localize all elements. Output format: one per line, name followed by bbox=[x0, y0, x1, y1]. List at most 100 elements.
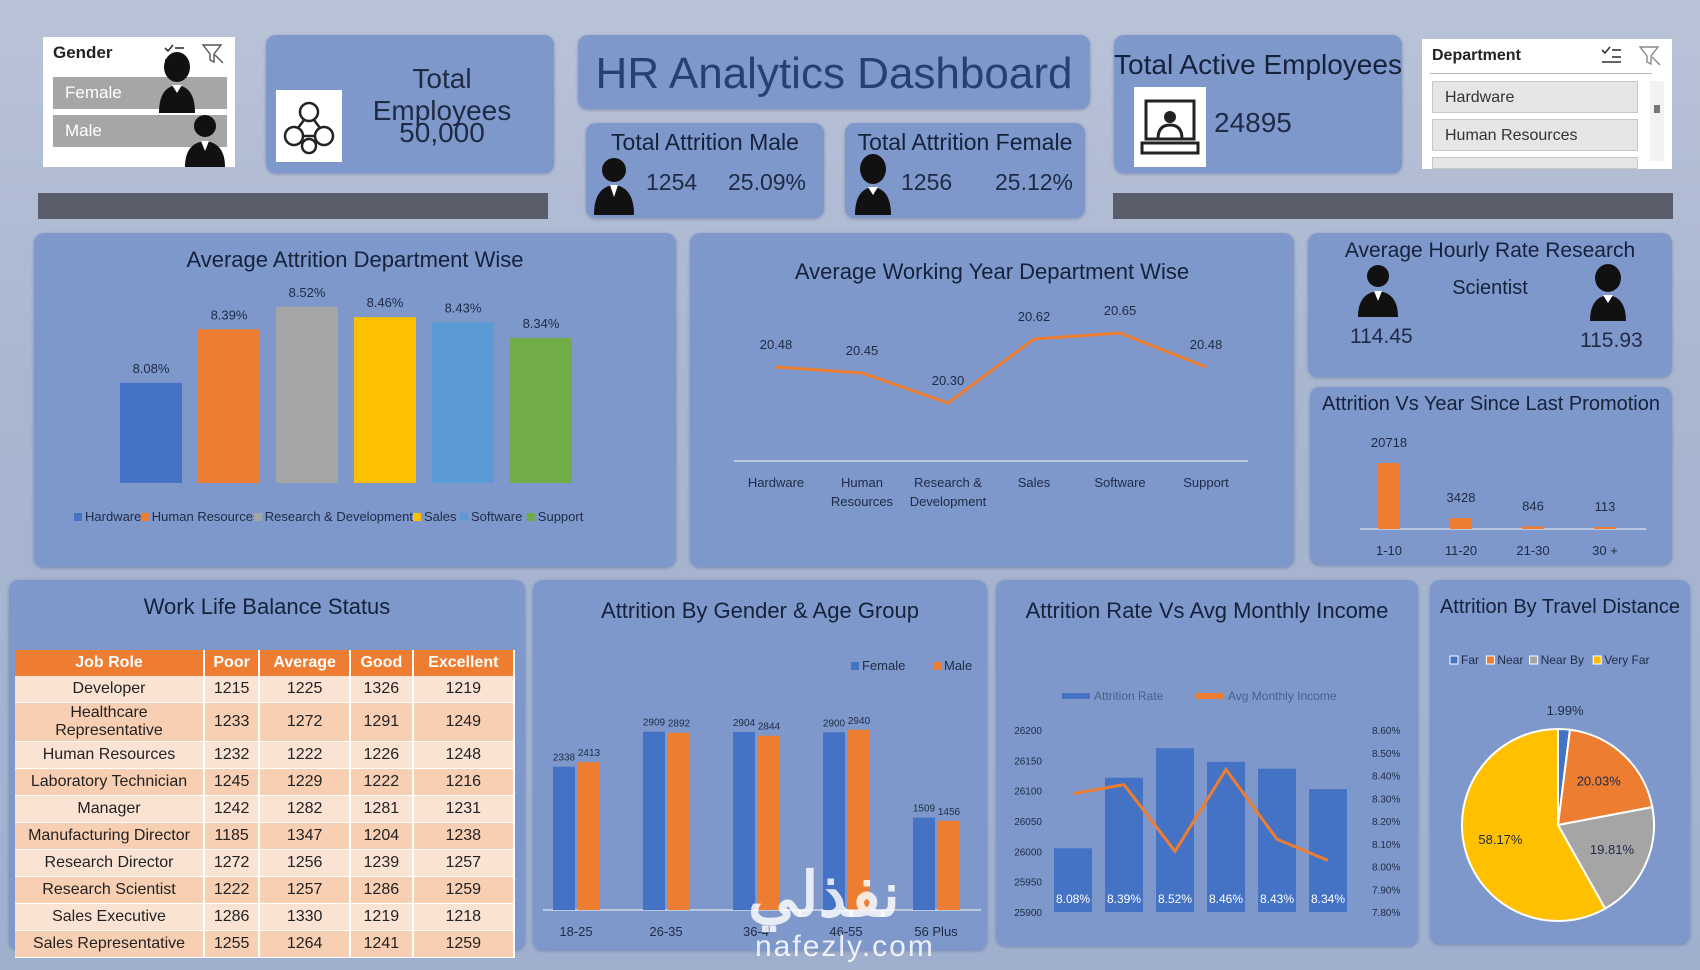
legend-swatch bbox=[851, 662, 859, 670]
x-tick-label: Hardware bbox=[748, 475, 804, 490]
promotion-bar bbox=[1594, 527, 1616, 529]
work-life-table: Job Role Poor Average Good Excellent Dev… bbox=[15, 650, 516, 958]
y-tick-label: 8.40% bbox=[1372, 772, 1400, 783]
department-slicer: Department Hardware Human Resources bbox=[1422, 39, 1672, 169]
x-tick-label: Research & bbox=[914, 475, 982, 490]
pie-label: 1.99% bbox=[1547, 703, 1584, 718]
promotion-panel: Attrition Vs Year Since Last Promotion 2… bbox=[1310, 387, 1672, 565]
department-hardware-item[interactable]: Hardware bbox=[1432, 81, 1638, 113]
department-human-resources-item[interactable]: Human Resources bbox=[1432, 119, 1638, 151]
x-tick-label: 46-55 bbox=[829, 924, 862, 939]
gender-age-chart: 2338 2413 18-25 2909 2892 26-35 2904 2844 36-4 29… bbox=[543, 658, 981, 939]
attrition-male-pct: 25.09% bbox=[728, 169, 807, 195]
dept-bar bbox=[120, 382, 182, 483]
count-cell: 1259 bbox=[412, 930, 516, 958]
attrition-female-label: Total Attrition Female bbox=[857, 129, 1073, 155]
dept-bar bbox=[510, 337, 572, 483]
dept-bar-label: 8.52% bbox=[289, 285, 326, 300]
legend-label: Male bbox=[944, 658, 972, 673]
department-next-item[interactable] bbox=[1432, 157, 1638, 169]
dept-bar-label: 8.39% bbox=[211, 307, 248, 322]
header-excellent: Excellent bbox=[412, 650, 516, 676]
x-tick-label: Development bbox=[910, 494, 987, 509]
legend-swatch bbox=[1592, 655, 1602, 665]
clear-filter-icon[interactable] bbox=[1638, 45, 1662, 67]
count-cell: 1257 bbox=[259, 876, 352, 904]
legend-label: Female bbox=[862, 658, 905, 673]
promotion-chart: 20718 1-10 3428 11-20 846 21-30 113 30 + bbox=[1360, 435, 1646, 558]
age-bar-label: 2413 bbox=[578, 748, 601, 759]
work-life-title: Work Life Balance Status bbox=[143, 594, 391, 619]
age-bar bbox=[758, 735, 780, 910]
x-tick-label: 21-30 bbox=[1516, 543, 1549, 558]
y-tick-label: 8.20% bbox=[1372, 817, 1400, 828]
hourly-rate-male-value: 114.45 bbox=[1350, 325, 1413, 348]
count-cell: 1225 bbox=[259, 676, 352, 703]
gender-age-panel: Attrition By Gender & Age Group 2338 2413… bbox=[533, 580, 987, 950]
job-role-cell: Healthcare Representative bbox=[15, 702, 205, 742]
working-year-chart: 20.48 Hardware 20.45 Human Resources 20.30 Res… bbox=[734, 303, 1248, 509]
attrition-male-label: Total Attrition Male bbox=[611, 129, 799, 155]
x-tick-label: 26-35 bbox=[649, 924, 682, 939]
promotion-bar-label: 3428 bbox=[1447, 490, 1476, 505]
dept-bar bbox=[354, 317, 416, 483]
count-cell: 1291 bbox=[350, 702, 414, 742]
table-row: Manager 1242 1282 1281 1231 bbox=[15, 795, 516, 823]
x-tick-label: Support bbox=[1183, 475, 1229, 490]
gender-slicer-title: Gender bbox=[53, 43, 113, 62]
x-tick-label: 11-20 bbox=[1445, 543, 1477, 558]
male-person-icon bbox=[1358, 265, 1398, 317]
income-bar bbox=[1207, 761, 1245, 912]
promotion-bar bbox=[1450, 518, 1472, 529]
x-tick-label: 56 Plus bbox=[914, 924, 958, 939]
income-bar-label: 8.52% bbox=[1158, 892, 1192, 906]
income-line bbox=[1072, 766, 1329, 862]
legend-label: Support bbox=[538, 509, 584, 524]
dept-bar-label: 8.46% bbox=[367, 295, 404, 310]
male-person-icon bbox=[594, 158, 634, 215]
gender-female-item[interactable]: Female bbox=[53, 77, 227, 109]
travel-title: Attrition By Travel Distance bbox=[1439, 596, 1681, 618]
y-tick-label: 26150 bbox=[1014, 756, 1042, 767]
age-bar-label: 2844 bbox=[758, 722, 781, 733]
clear-filter-icon[interactable] bbox=[201, 43, 225, 65]
header-good: Good bbox=[350, 650, 414, 676]
y-tick-label: 26050 bbox=[1014, 817, 1042, 828]
x-tick-label: 36-4 bbox=[743, 924, 769, 939]
multi-select-icon[interactable] bbox=[1600, 45, 1622, 65]
promotion-bar-label: 113 bbox=[1595, 499, 1616, 514]
attrition-female-card: Total Attrition Female 1256 25.12% bbox=[845, 123, 1085, 218]
legend-swatch bbox=[413, 513, 421, 521]
count-cell: 1219 bbox=[350, 903, 414, 931]
total-employees-card: Total Employees 50,000 bbox=[266, 35, 554, 173]
age-bar-label: 2338 bbox=[553, 753, 576, 764]
working-year-panel: Average Working Year Department Wise 20.… bbox=[690, 233, 1294, 567]
count-cell: 1241 bbox=[350, 930, 414, 958]
line-point-label: 20.30 bbox=[932, 373, 965, 388]
gender-slicer: Gender Female Male bbox=[43, 37, 235, 167]
x-tick-label: Human bbox=[841, 475, 883, 490]
dashboard-title-card: HR Analytics Dashboard bbox=[578, 35, 1090, 109]
legend-swatch bbox=[74, 513, 82, 521]
count-cell: 1264 bbox=[259, 930, 352, 958]
working-year-title: Average Working Year Department Wise bbox=[794, 259, 1190, 284]
job-role-cell: Research Scientist bbox=[15, 876, 205, 904]
count-cell: 1185 bbox=[204, 822, 261, 850]
count-cell: 1222 bbox=[259, 741, 352, 769]
table-row: Sales Representative 1255 1264 1241 1259 bbox=[15, 930, 516, 958]
count-cell: 1259 bbox=[412, 876, 516, 904]
income-chart: Attrition Rate Avg Monthly Income 26200 261… bbox=[1014, 689, 1400, 919]
table-row: Manufacturing Director 1185 1347 1204 1238 bbox=[15, 822, 516, 850]
x-tick-label: 30 + bbox=[1592, 543, 1618, 558]
count-cell: 1239 bbox=[350, 849, 414, 877]
slicer-scrollbar[interactable] bbox=[1650, 81, 1664, 161]
header-average: Average bbox=[259, 650, 352, 676]
income-bar bbox=[1054, 848, 1092, 912]
y-tick-label: 25950 bbox=[1014, 878, 1042, 889]
age-bar bbox=[643, 731, 665, 910]
dept-bar bbox=[432, 322, 494, 483]
age-bar bbox=[938, 820, 960, 910]
pie-slice bbox=[1556, 728, 1654, 827]
count-cell: 1282 bbox=[259, 795, 352, 823]
table-row: Research Director 1272 1256 1239 1257 bbox=[15, 849, 516, 877]
